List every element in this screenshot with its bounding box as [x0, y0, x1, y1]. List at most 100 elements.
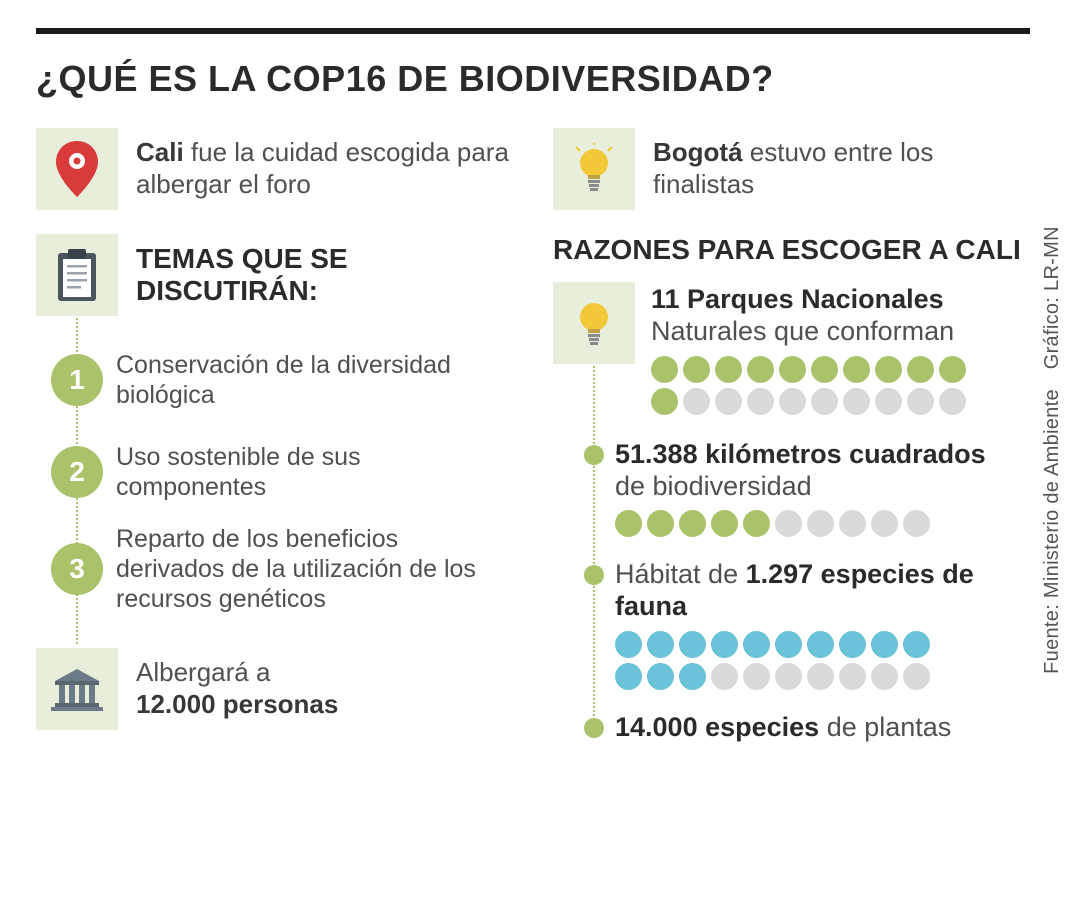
reason-parks-rest: Naturales que conforman [651, 316, 954, 346]
topics-header-row: TEMAS QUE SE DISCUTIRÁN: [36, 234, 513, 316]
dot-icon [647, 631, 674, 658]
dot-icon [775, 631, 802, 658]
dot-icon [615, 510, 642, 537]
fact-bogota: Bogotá estuvo entre los finalistas [553, 128, 1030, 210]
dot-icon [903, 510, 930, 537]
reason-fauna-pre: Hábitat de [615, 559, 746, 589]
right-column: Bogotá estuvo entre los finalistas RAZON… [553, 128, 1030, 744]
dot-icon [743, 631, 770, 658]
capacity-bold: 12.000 personas [136, 689, 338, 719]
credit-source-label: Fuente: [1041, 604, 1063, 674]
dot-icon [647, 663, 674, 690]
fact-capacity: Albergará a 12.000 personas [36, 648, 513, 730]
dot-icon [683, 356, 710, 383]
reasons-list: 11 Parques Nacionales Naturales que conf… [593, 282, 1030, 744]
dot-icon [779, 356, 806, 383]
dot-icon [679, 663, 706, 690]
topic-text: Reparto de los beneficios derivados de l… [116, 524, 513, 614]
reason-plants-rest: de plantas [819, 712, 951, 742]
topic-text: Uso sostenible de sus componentes [116, 442, 513, 502]
reason-km-rest: de biodiversidad [615, 471, 812, 501]
dot-icon [679, 510, 706, 537]
reason-plants-text: 14.000 especies de plantas [615, 712, 1030, 744]
bullet-icon [584, 718, 604, 738]
dot-icon [651, 388, 678, 415]
reason-km-bold: 51.388 kilómetros cuadrados [615, 439, 986, 469]
reason-km: 51.388 kilómetros cuadrados de biodivers… [593, 439, 1030, 538]
fact-bogota-bold: Bogotá [653, 137, 743, 167]
dot-icon [615, 663, 642, 690]
dot-icon [747, 388, 774, 415]
dot-icon [747, 356, 774, 383]
dot-icon [683, 388, 710, 415]
dot-icon [871, 631, 898, 658]
capacity-pre: Albergará a [136, 657, 270, 687]
fact-cali-text: Cali fue la cuidad escogida para alberga… [136, 137, 513, 200]
dot-icon [647, 510, 674, 537]
reason-km-dots [615, 510, 945, 537]
fact-capacity-text: Albergará a 12.000 personas [136, 657, 338, 720]
dot-icon [875, 388, 902, 415]
topic-number: 2 [51, 446, 103, 498]
left-column: Cali fue la cuidad escogida para alberga… [36, 128, 513, 744]
dot-icon [743, 510, 770, 537]
reason-fauna-text: Hábitat de 1.297 especies de fauna [615, 559, 1030, 623]
bullet-icon [584, 565, 604, 585]
fact-bogota-text: Bogotá estuvo entre los finalistas [653, 137, 1030, 200]
fact-cali-bold: Cali [136, 137, 184, 167]
topic-number: 3 [51, 543, 103, 595]
dot-icon [871, 510, 898, 537]
map-pin-icon [36, 128, 118, 210]
credit-graphic-label: Gráfico: [1041, 297, 1063, 369]
dot-icon [715, 356, 742, 383]
reason-fauna-dots [615, 631, 945, 690]
topic-number: 1 [51, 354, 103, 406]
dot-icon [907, 388, 934, 415]
dot-icon [811, 388, 838, 415]
dot-icon [775, 663, 802, 690]
topic-item-3: 3 Reparto de los beneficios derivados de… [76, 518, 513, 620]
reason-parks-text: 11 Parques Nacionales Naturales que conf… [651, 284, 981, 348]
dot-icon [875, 356, 902, 383]
dot-icon [839, 663, 866, 690]
credit-source: Ministerio de Ambiente [1041, 389, 1063, 598]
fact-cali: Cali fue la cuidad escogida para alberga… [36, 128, 513, 210]
dot-icon [907, 356, 934, 383]
dot-icon [779, 388, 806, 415]
dot-icon [679, 631, 706, 658]
topic-text: Conservación de la diversidad biológica [116, 350, 513, 410]
building-icon [36, 648, 118, 730]
topics-timeline: 1 Conservación de la diversidad biológic… [76, 334, 513, 620]
fact-cali-rest: fue la cuidad escogida para albergar el … [136, 137, 509, 199]
topics-title: TEMAS QUE SE DISCUTIRÁN: [136, 243, 513, 307]
dot-icon [843, 388, 870, 415]
reason-plants: 14.000 especies de plantas [593, 712, 1030, 744]
reason-km-text: 51.388 kilómetros cuadrados de biodivers… [615, 439, 1030, 503]
reasons-title: RAZONES PARA ESCOGER A CALI [553, 234, 1030, 266]
dot-icon [615, 631, 642, 658]
dot-icon [939, 388, 966, 415]
bullet-icon [584, 445, 604, 465]
credit-line: Fuente: Ministerio de Ambiente Gráfico: … [1041, 226, 1064, 674]
reason-fauna: Hábitat de 1.297 especies de fauna [593, 559, 1030, 690]
dot-icon [811, 356, 838, 383]
dot-icon [807, 510, 834, 537]
dot-icon [839, 510, 866, 537]
dot-icon [743, 663, 770, 690]
reason-parks-dots [651, 356, 981, 415]
dot-icon [903, 631, 930, 658]
bulb-icon [553, 282, 635, 364]
reason-parks: 11 Parques Nacionales Naturales que conf… [593, 282, 1030, 415]
dot-icon [807, 663, 834, 690]
dot-icon [807, 631, 834, 658]
credit-graphic: LR-MN [1041, 226, 1063, 291]
content-columns: Cali fue la cuidad escogida para alberga… [36, 128, 1030, 744]
page-title: ¿QUÉ ES LA COP16 DE BIODIVERSIDAD? [36, 58, 1030, 100]
dot-icon [775, 510, 802, 537]
topics-title-text: TEMAS QUE SE DISCUTIRÁN: [136, 243, 348, 306]
dot-icon [711, 631, 738, 658]
top-rule [36, 28, 1030, 34]
dot-icon [715, 388, 742, 415]
topic-item-2: 2 Uso sostenible de sus componentes [76, 426, 513, 518]
dot-icon [711, 663, 738, 690]
